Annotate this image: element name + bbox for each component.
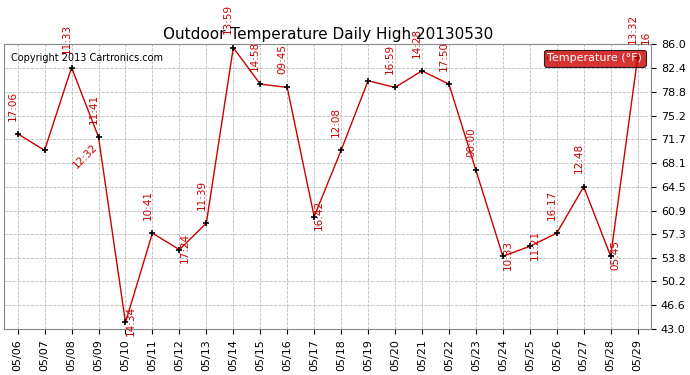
Legend: Temperature (°F): Temperature (°F) — [544, 50, 646, 67]
Text: 10:33: 10:33 — [503, 240, 513, 270]
Text: 17:50: 17:50 — [439, 41, 449, 71]
Text: 16:17: 16:17 — [546, 190, 557, 220]
Text: 11:21: 11:21 — [530, 230, 540, 260]
Text: 10:41: 10:41 — [142, 190, 152, 220]
Text: 11:39: 11:39 — [197, 180, 206, 210]
Text: 13:32: 13:32 — [628, 14, 638, 44]
Text: 11:33: 11:33 — [61, 24, 72, 54]
Text: 14:28: 14:28 — [412, 27, 422, 58]
Text: 16: 16 — [641, 31, 651, 44]
Title: Outdoor Temperature Daily High 20130530: Outdoor Temperature Daily High 20130530 — [163, 27, 493, 42]
Text: 14:58: 14:58 — [250, 41, 260, 71]
Text: 13:59: 13:59 — [224, 4, 233, 34]
Text: 16:59: 16:59 — [385, 44, 395, 74]
Text: Copyright 2013 Cartronics.com: Copyright 2013 Cartronics.com — [10, 53, 163, 63]
Text: 12:08: 12:08 — [331, 107, 341, 137]
Text: 12:48: 12:48 — [573, 143, 584, 174]
Text: 17:06: 17:06 — [8, 90, 18, 120]
Text: 17:24: 17:24 — [179, 233, 189, 263]
Text: 00:00: 00:00 — [466, 128, 476, 157]
Text: 12:32: 12:32 — [72, 142, 100, 171]
Text: 16:42: 16:42 — [314, 200, 324, 230]
Text: 14:34: 14:34 — [126, 306, 135, 336]
Text: 05:45: 05:45 — [611, 240, 621, 270]
Text: 09:45: 09:45 — [277, 44, 287, 74]
Text: 11:41: 11:41 — [88, 94, 99, 124]
